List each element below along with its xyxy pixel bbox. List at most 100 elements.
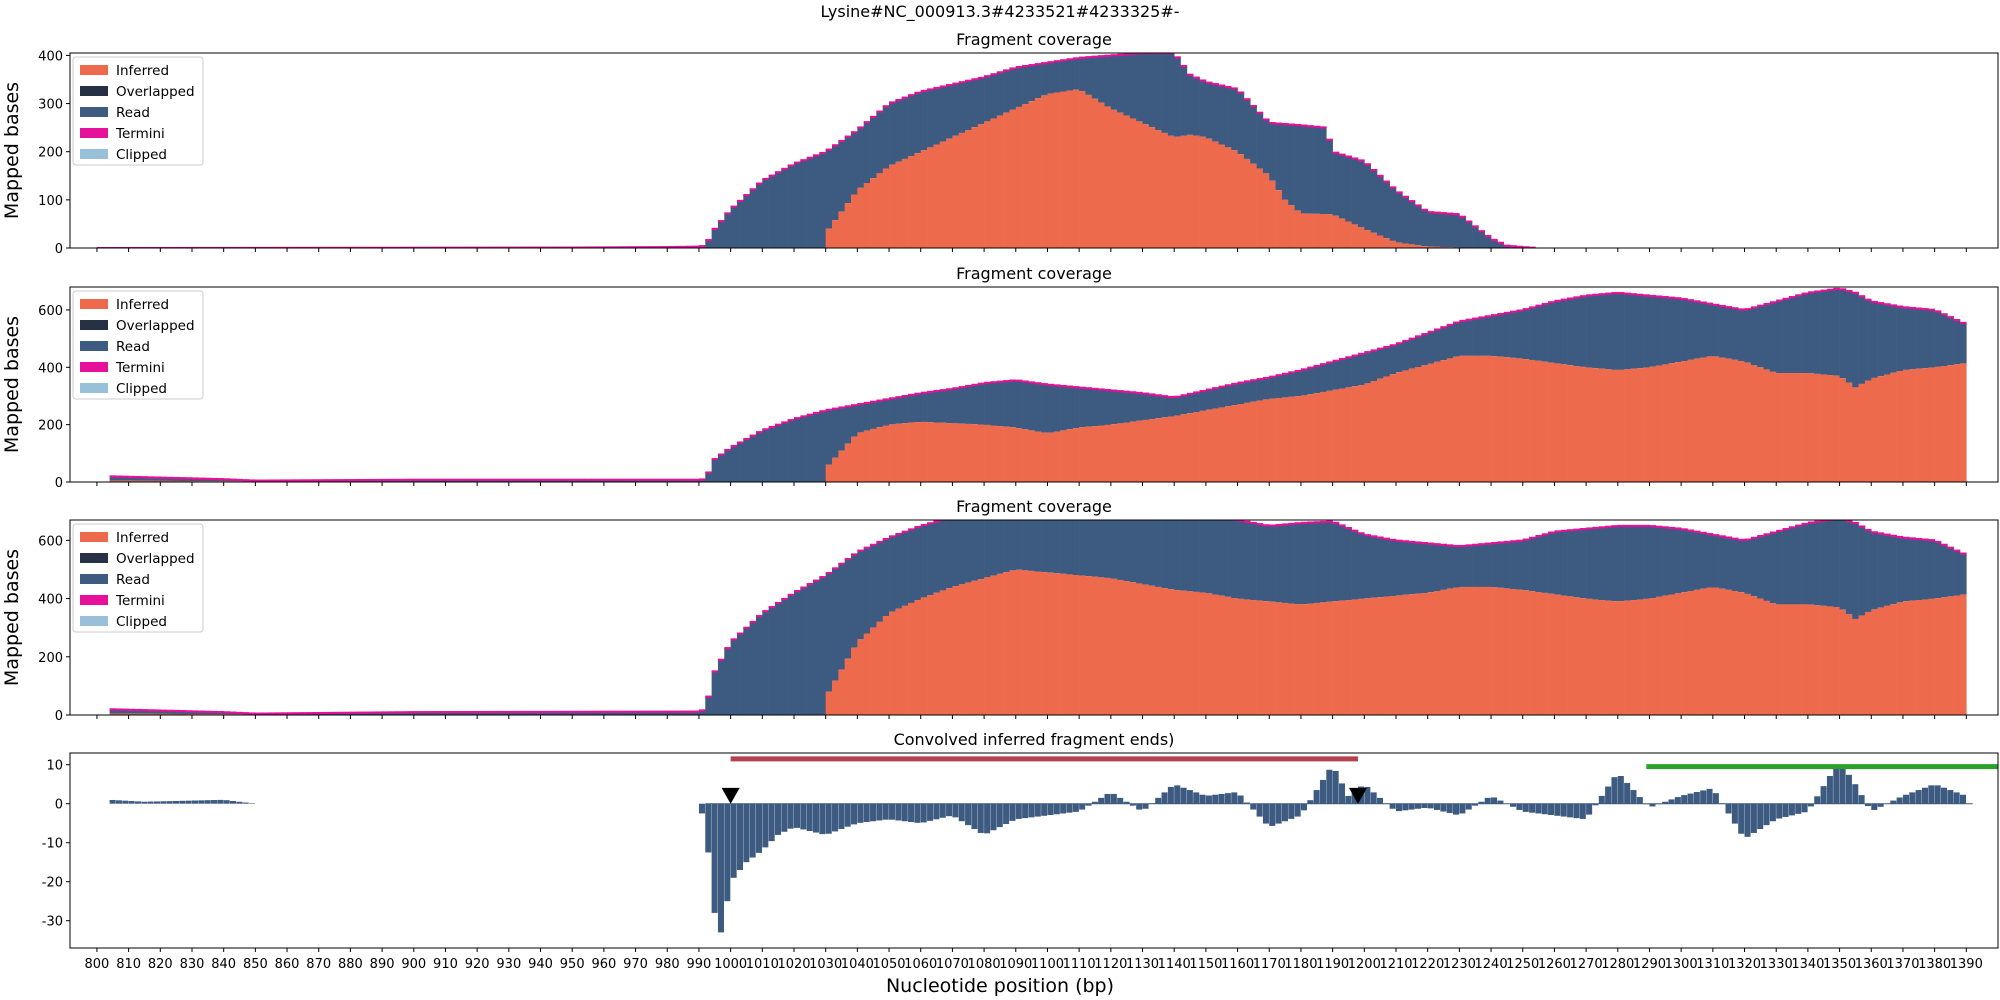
termini-mark (813, 154, 820, 157)
inferred-bar (1047, 93, 1055, 248)
convolved-bar (153, 801, 161, 804)
read-bar (483, 711, 491, 715)
termini-mark (1376, 536, 1384, 539)
termini-mark (844, 135, 852, 138)
read-bar (768, 607, 776, 715)
inferred-bar (1959, 363, 1967, 482)
inferred-bar (1009, 109, 1017, 248)
read-bar (1319, 364, 1327, 392)
read-bar (1313, 365, 1321, 394)
read-bar (1750, 537, 1758, 597)
termini-mark (401, 478, 408, 481)
termini-mark (673, 710, 681, 713)
inferred-bar (1072, 575, 1080, 715)
convolved-bar (122, 800, 129, 804)
read-bar (1193, 520, 1200, 592)
x-tick-label: 840 (211, 957, 236, 972)
axes-frame (69, 286, 1999, 483)
inferred-bar (1871, 377, 1878, 482)
read-bar (1763, 303, 1771, 370)
read-bar (1167, 53, 1175, 136)
x-tick-label: 1040 (841, 957, 874, 972)
read-bar (1313, 522, 1321, 603)
inferred-bar (1668, 363, 1676, 482)
termini-mark (1034, 382, 1042, 385)
read-bar (1427, 212, 1435, 247)
read-bar (185, 478, 193, 482)
inferred-bar (1142, 419, 1150, 482)
convolved-bar (172, 800, 180, 804)
inferred-bar (844, 658, 852, 715)
read-bar (1104, 520, 1112, 578)
read-bar (1738, 309, 1745, 361)
read-bar (901, 97, 909, 159)
inferred-bar (1345, 221, 1352, 248)
termini-mark (242, 246, 250, 248)
inferred-bar (153, 480, 161, 482)
inferred-bar (179, 713, 186, 715)
read-bar (819, 411, 826, 482)
inferred-bar (1579, 598, 1587, 715)
termini-mark (515, 478, 522, 481)
read-bar (1066, 520, 1074, 575)
termini-mark (1003, 380, 1010, 383)
inferred-bar (870, 178, 877, 248)
termini-mark (337, 479, 345, 482)
termini-mark (318, 711, 326, 715)
inferred-bar (1446, 588, 1454, 715)
inferred-bar (122, 480, 129, 482)
termini-mark (806, 156, 814, 159)
termini-mark (1807, 291, 1815, 294)
read-bar (1275, 524, 1283, 603)
convolved-bar (1928, 785, 1935, 804)
termini-mark (1402, 195, 1409, 198)
termini-mark (1199, 79, 1207, 82)
x-tick-label: 1020 (777, 957, 810, 972)
termini-mark (1269, 375, 1276, 378)
termini-mark (1383, 345, 1390, 349)
y-tick-label: 100 (38, 194, 63, 209)
inferred-bar (1744, 362, 1752, 482)
termini-mark (191, 710, 199, 713)
termini-mark (793, 590, 801, 593)
convolved-bar (1262, 803, 1269, 824)
read-bar (1218, 85, 1226, 145)
termini-mark (1611, 292, 1619, 295)
x-tick-label: 1250 (1506, 957, 1539, 972)
read-bar (1465, 545, 1473, 587)
read-bar (977, 77, 985, 125)
read-bar (882, 106, 890, 169)
termini-mark (153, 246, 161, 248)
convolved-bar (1877, 803, 1884, 807)
convolved-bar (1624, 783, 1631, 804)
termini-mark (1491, 314, 1498, 317)
inferred-bar (1376, 597, 1384, 715)
convolved-bar (1459, 803, 1466, 814)
termini-mark (1744, 308, 1752, 311)
termini-mark (477, 478, 484, 481)
termini-mark (1712, 534, 1720, 537)
inferred-bar (1636, 368, 1644, 482)
read-bar (1586, 295, 1593, 368)
read-bar (990, 74, 998, 119)
termini-mark (1510, 245, 1517, 248)
termini-mark (306, 712, 313, 715)
inferred-bar (1009, 570, 1017, 715)
termini-mark (1072, 386, 1080, 389)
read-bar (1098, 520, 1105, 578)
read-bar (1395, 343, 1403, 373)
inferred-bar (1218, 144, 1226, 248)
termini-mark (1142, 53, 1150, 55)
termini-mark (1700, 301, 1707, 304)
convolved-bar (1598, 795, 1605, 804)
read-bar (984, 76, 991, 122)
termini-mark (1687, 529, 1695, 532)
inferred-bar (1491, 356, 1498, 482)
read-bar (857, 404, 864, 433)
convolved-bar (1769, 803, 1776, 822)
inferred-bar (895, 423, 903, 482)
termini-mark (1085, 387, 1093, 390)
termini-mark (629, 246, 636, 248)
inferred-bar (1345, 600, 1352, 715)
termini-mark (1015, 379, 1023, 382)
